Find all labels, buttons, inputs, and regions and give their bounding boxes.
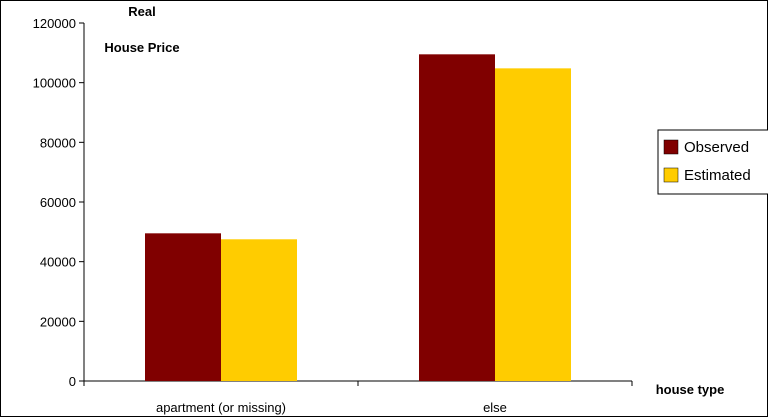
x-axis-title: house type (656, 382, 725, 397)
x-tick-label: apartment (or missing) (156, 400, 286, 415)
bar-estimated-1 (495, 68, 571, 381)
legend-swatch-observed (663, 139, 679, 155)
y-tick-label: 80000 (40, 135, 76, 150)
y-tick-label: 100000 (33, 76, 76, 91)
bar-estimated-0 (221, 239, 297, 381)
legend-label-observed: Observed (684, 139, 749, 156)
y-axis-title-line-2: House Price (104, 40, 179, 55)
legend-swatch-estimated (663, 167, 679, 183)
y-axis-title-line-1: Real (128, 4, 155, 19)
legend-label-estimated: Estimated (684, 167, 751, 184)
legend: Observed Estimated (657, 129, 768, 195)
y-tick-label: 20000 (40, 314, 76, 329)
y-tick-label: 60000 (40, 195, 76, 210)
x-axis: apartment (or missing) else (83, 380, 633, 415)
y-tick-label: 40000 (40, 255, 76, 270)
bars (145, 54, 571, 381)
bar-observed-1 (419, 54, 495, 381)
y-tick-label: 120000 (33, 16, 76, 31)
y-axis: 0 20000 40000 60000 80000 100000 120000 (33, 16, 85, 389)
bar-observed-0 (145, 233, 221, 381)
y-tick-label: 0 (69, 374, 76, 389)
x-tick-label: else (483, 400, 507, 415)
